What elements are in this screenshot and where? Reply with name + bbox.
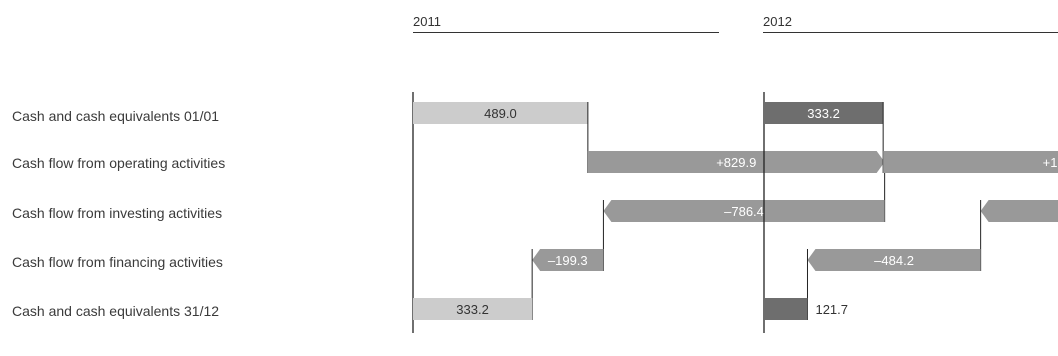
bar-label-2011-3: –199.3 — [548, 253, 588, 268]
bar-label-2011-4: 333.2 — [456, 302, 489, 317]
bar-label-2012-3: –484.2 — [874, 253, 914, 268]
bar-label-2012-0: 333.2 — [807, 106, 840, 121]
bar-label-2011-2: –786.4 — [724, 204, 764, 219]
bar-group-2011-0: 489.0 — [413, 102, 588, 124]
row-label-operating: Cash flow from operating activities — [12, 155, 226, 171]
year-header-2011: 2011 — [413, 14, 719, 33]
bar-2011-2 — [603, 200, 885, 222]
bar-2011-4 — [413, 298, 533, 320]
row-label-closing: Cash and cash equivalents 31/12 — [12, 303, 220, 319]
bar-group-2012-2: –762.1 — [980, 200, 1058, 222]
row-label-investing: Cash flow from investing activities — [12, 205, 223, 221]
row-label-opening: Cash and cash equivalents 01/01 — [12, 108, 220, 124]
bar-group-2012-3: –484.2 — [807, 249, 981, 271]
bar-2012-4 — [764, 298, 808, 320]
bar-group-2011-1: +829.9 — [587, 151, 885, 173]
row-label-financing: Cash flow from financing activities — [12, 254, 223, 270]
bar-label-2011-0: 489.0 — [484, 106, 517, 121]
bar-2012-2 — [980, 200, 1058, 222]
bar-group-2011-2: –786.4 — [603, 200, 885, 222]
bar-label-2012-4: 121.7 — [815, 302, 848, 317]
bar-2012-3 — [807, 249, 981, 271]
bar-2011-0 — [413, 102, 588, 124]
year-header-2012: 2012 — [763, 14, 1058, 33]
bar-label-2012-1: +1,034.7 — [1043, 155, 1058, 170]
bar-group-2012-4: 121.7 — [764, 298, 848, 320]
bar-2012-1 — [883, 151, 1058, 173]
bar-2011-3 — [532, 249, 604, 271]
bar-group-2011-4: 333.2 — [413, 298, 533, 320]
bar-2012-0 — [764, 102, 884, 124]
bar-2011-1 — [587, 151, 885, 173]
bar-group-2011-3: –199.3 — [532, 249, 604, 271]
bar-label-2011-1: +829.9 — [716, 155, 756, 170]
bar-group-2012-1: +1,034.7 — [883, 151, 1058, 173]
bar-group-2012-0: 333.2 — [764, 102, 884, 124]
